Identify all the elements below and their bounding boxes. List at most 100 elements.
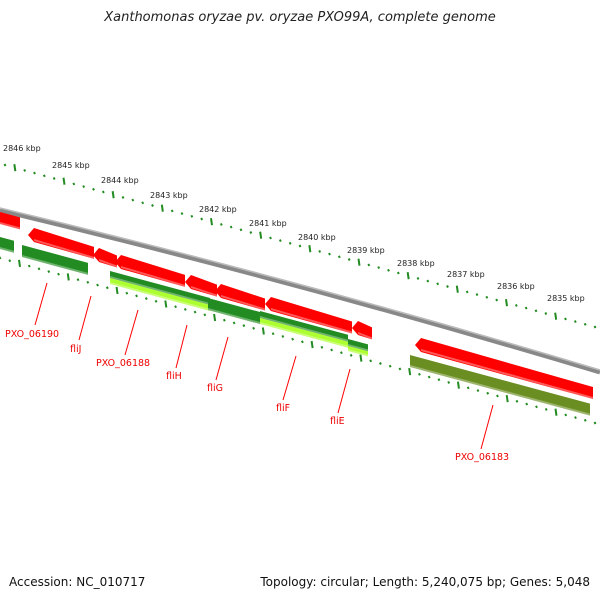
minor-tick [52,177,56,180]
minor-tick [232,321,236,325]
page-title: Xanthomonas oryzae pv. oryzae PXO99A, co… [104,10,496,25]
cds-feature[interactable] [115,255,185,287]
minor-tick [320,345,324,349]
minor-tick [23,168,27,172]
minor-tick [544,408,548,411]
gene-label-line [282,355,297,401]
gene-feature-shade [348,344,368,352]
major-tick [455,285,459,293]
cds-feature-shade [99,259,117,268]
major-tick [505,299,508,307]
minor-tick [300,340,304,344]
cds-feature[interactable] [265,297,352,334]
gene-feature-light[interactable] [110,278,210,311]
minor-tick [121,195,125,199]
major-tick [164,300,168,308]
gene-feature[interactable] [348,339,368,352]
minor-tick [96,283,99,287]
cds-feature[interactable] [28,228,94,259]
minor-tick [427,375,431,379]
minor-tick [174,305,177,309]
minor-tick [269,236,272,240]
minor-tick [485,295,489,299]
gene-label-line [124,309,139,356]
gene-feature-light-shade [348,349,368,357]
minor-tick [203,313,207,317]
cds-feature[interactable] [415,338,593,400]
minor-tick [524,306,528,310]
minor-tick [416,276,420,280]
gene-feature-light[interactable] [348,346,368,357]
gene-feature[interactable] [0,237,14,253]
kbp-label: 2838 kbp [397,259,435,268]
gene-label-line [78,295,92,341]
minor-tick [229,225,233,229]
minor-tick [447,380,451,384]
minor-tick [337,255,341,259]
minor-tick [593,325,597,329]
cds-feature-shade [121,266,185,287]
gene-feature[interactable] [110,271,210,305]
minor-tick [426,279,430,283]
minor-tick [86,280,90,284]
gene-label[interactable]: PXO_06190 [5,329,59,340]
minor-tick [496,394,499,398]
major-tick [213,313,217,322]
minor-tick [379,362,382,365]
gene-label-line [34,282,48,326]
cds-feature[interactable] [93,248,117,268]
gene-feature[interactable] [410,355,590,416]
kbp-label: 2846 kbp [3,144,41,153]
gene-label[interactable]: PXO_06188 [96,358,150,369]
minor-tick [515,399,519,403]
gene-label-line [337,368,351,414]
gene-label-line [480,404,494,450]
gene-label[interactable]: fliG [207,383,223,394]
major-tick [554,408,558,416]
minor-tick [330,348,334,352]
minor-tick [573,320,577,324]
minor-tick [298,244,302,248]
gene-feature-light-shade [260,322,348,348]
gene-feature-light[interactable] [260,318,348,348]
gene-feature[interactable] [22,245,88,275]
minor-tick [76,278,80,282]
minor-tick [437,378,441,382]
minor-tick [534,309,538,313]
cds-feature-shade [34,239,94,259]
kbp-label: 2844 kbp [101,176,139,185]
major-tick [408,367,412,376]
kbp-label: 2840 kbp [298,233,336,242]
minor-tick [239,228,243,232]
gene-label[interactable]: fliH [166,371,182,382]
minor-tick [3,163,7,167]
gene-feature[interactable] [260,311,348,342]
major-tick [554,312,558,320]
major-tick [259,231,263,239]
gene-feature[interactable] [208,298,260,325]
cds-feature[interactable] [185,275,217,297]
cds-feature[interactable] [352,321,372,340]
minor-tick [92,187,95,191]
minor-tick [349,353,353,357]
gene-label[interactable]: PXO_06183 [455,452,509,463]
kbp-label: 2835 kbp [547,294,585,303]
gene-feature-shade [22,255,88,275]
kbp-label: 2842 kbp [199,205,237,214]
major-tick [160,204,164,212]
minor-tick [475,293,479,297]
minor-tick [446,285,449,288]
minor-tick [125,291,129,295]
gene-label[interactable]: fliE [330,416,345,427]
cds-feature[interactable] [215,284,265,311]
minor-tick [151,204,154,207]
minor-tick [396,271,400,275]
gene-label[interactable]: fliF [276,403,290,414]
cds-feature[interactable] [0,212,20,230]
cds-feature-shade [271,308,352,334]
minor-tick [495,298,499,302]
minor-tick [583,418,587,422]
gene-label[interactable]: fliJ [70,344,81,355]
